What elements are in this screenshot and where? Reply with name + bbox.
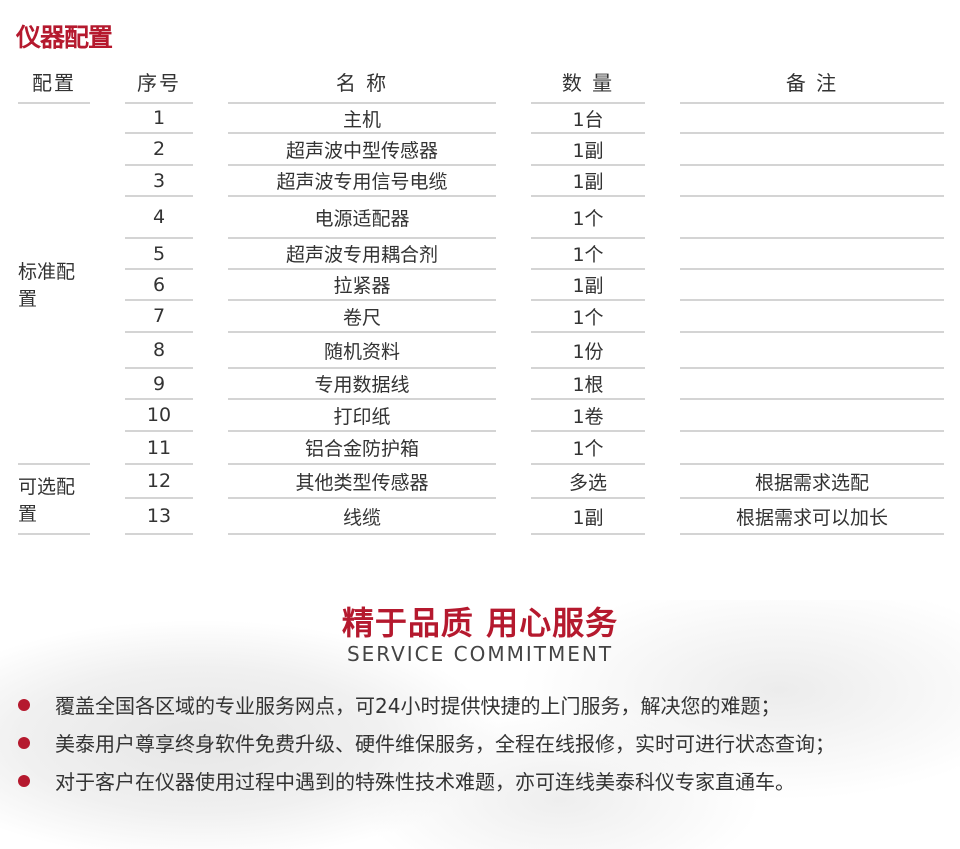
service-subtitle: SERVICE COMMITMENT xyxy=(346,642,614,666)
header-note: 备 注 xyxy=(680,60,944,104)
row-name: 打印纸 xyxy=(228,400,496,432)
header-name: 名 称 xyxy=(228,60,496,104)
row-name: 超声波中型传感器 xyxy=(228,134,496,166)
row-number: 9 xyxy=(125,369,193,400)
row-note xyxy=(680,400,944,432)
row-quantity: 多选 xyxy=(531,465,645,499)
row-quantity: 1副 xyxy=(531,166,645,197)
row-number: 1 xyxy=(125,104,193,134)
header-quantity: 数 量 xyxy=(531,60,645,104)
row-quantity: 1副 xyxy=(531,499,645,535)
row-note xyxy=(680,432,944,465)
row-quantity: 1副 xyxy=(531,270,645,301)
bullet-icon xyxy=(18,698,30,711)
row-quantity: 1个 xyxy=(531,301,645,333)
group-optional: 可选配置 xyxy=(18,465,90,535)
row-number: 10 xyxy=(125,400,193,432)
row-name: 其他类型传感器 xyxy=(228,465,496,499)
row-number: 6 xyxy=(125,270,193,301)
service-item-text: 对于客户在仪器使用过程中遇到的特殊性技术难题，亦可连线美泰科仪专家直通车。 xyxy=(55,770,795,794)
row-number: 2 xyxy=(125,134,193,166)
row-note xyxy=(680,333,944,369)
row-note xyxy=(680,134,944,166)
row-note xyxy=(680,270,944,301)
row-number: 5 xyxy=(125,239,193,270)
row-name: 拉紧器 xyxy=(228,270,496,301)
row-note: 根据需求可以加长 xyxy=(680,499,944,535)
row-number: 11 xyxy=(125,432,193,465)
row-note xyxy=(680,369,944,400)
row-number: 4 xyxy=(125,197,193,239)
row-note xyxy=(680,197,944,239)
row-quantity: 1根 xyxy=(531,369,645,400)
row-name: 主机 xyxy=(228,104,496,134)
row-quantity: 1卷 xyxy=(531,400,645,432)
row-quantity: 1副 xyxy=(531,134,645,166)
row-quantity: 1个 xyxy=(531,239,645,270)
row-name: 超声波专用信号电缆 xyxy=(228,166,496,197)
row-name: 线缆 xyxy=(228,499,496,535)
row-note xyxy=(680,239,944,270)
row-number: 13 xyxy=(125,499,193,535)
service-item: 对于客户在仪器使用过程中遇到的特殊性技术难题，亦可连线美泰科仪专家直通车。 xyxy=(18,766,795,795)
row-quantity: 1个 xyxy=(531,197,645,239)
row-quantity: 1份 xyxy=(531,333,645,369)
row-note xyxy=(680,104,944,134)
row-number: 12 xyxy=(125,465,193,499)
service-title: 精于品质 用心服务 xyxy=(341,604,619,642)
row-name: 专用数据线 xyxy=(228,369,496,400)
group-standard: 标准配置 xyxy=(18,104,90,465)
row-quantity: 1个 xyxy=(531,432,645,465)
row-name: 电源适配器 xyxy=(228,197,496,239)
row-name: 卷尺 xyxy=(228,301,496,333)
row-name: 铝合金防护箱 xyxy=(228,432,496,465)
service-item: 美泰用户尊享终身软件免费升级、硬件维保服务，全程在线报修，实时可进行状态查询； xyxy=(18,728,835,757)
service-item-text: 覆盖全国各区域的专业服务网点，可24小时提供快捷的上门服务，解决您的难题； xyxy=(55,694,781,718)
page-title: 仪器配置 xyxy=(16,23,113,52)
row-note: 根据需求选配 xyxy=(680,465,944,499)
service-item-text: 美泰用户尊享终身软件免费升级、硬件维保服务，全程在线报修，实时可进行状态查询； xyxy=(55,732,835,756)
row-note xyxy=(680,166,944,197)
row-number: 8 xyxy=(125,333,193,369)
header-number: 序号 xyxy=(125,60,193,104)
row-note xyxy=(680,301,944,333)
service-item: 覆盖全国各区域的专业服务网点，可24小时提供快捷的上门服务，解决您的难题； xyxy=(18,690,780,719)
row-name: 随机资料 xyxy=(228,333,496,369)
row-name: 超声波专用耦合剂 xyxy=(228,239,496,270)
header-config: 配置 xyxy=(18,60,90,104)
bullet-icon xyxy=(18,736,30,749)
row-number: 7 xyxy=(125,301,193,333)
bullet-icon xyxy=(18,774,30,787)
row-number: 3 xyxy=(125,166,193,197)
world-map-background xyxy=(0,600,960,849)
row-quantity: 1台 xyxy=(531,104,645,134)
